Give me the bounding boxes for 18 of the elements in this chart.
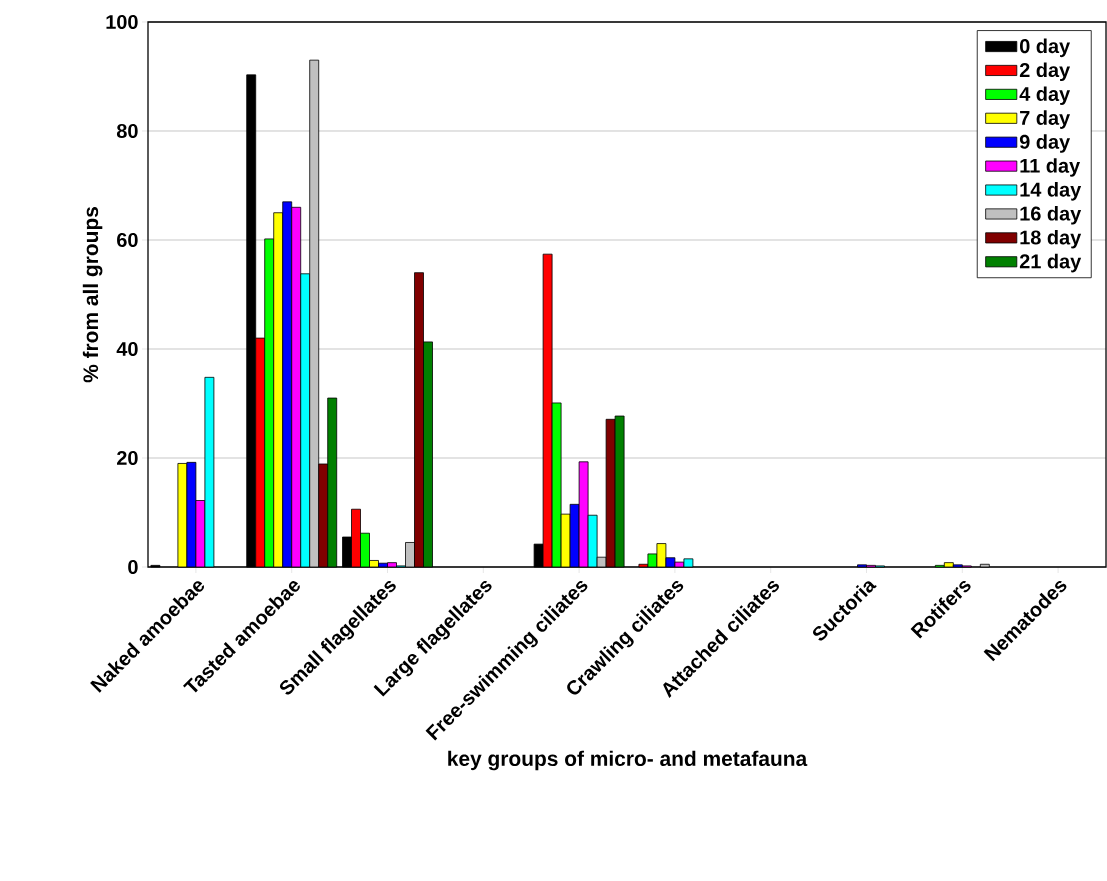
y-axis-title: % from all groups xyxy=(82,207,103,383)
legend-label: 16 day xyxy=(1020,205,1082,225)
y-tick-label: 100 xyxy=(106,14,138,30)
legend-label: 4 day xyxy=(1019,86,1071,105)
y-tick-label: 60 xyxy=(117,232,138,248)
legend-label: 14 day xyxy=(1020,182,1082,201)
legend-label: 7 day xyxy=(1020,110,1071,129)
legend-label: 18 day xyxy=(1020,229,1082,249)
legend-label: 9 day xyxy=(1019,134,1071,153)
y-tick-label: 20 xyxy=(117,450,138,466)
y-tick-label: 80 xyxy=(116,123,138,139)
legend-label: 11 day xyxy=(1020,158,1081,177)
y-tick-label: 0 xyxy=(128,559,138,575)
legend-label: 0 day xyxy=(1020,38,1071,58)
x-axis-title: key groups of micro- and metafauna xyxy=(448,750,808,771)
legend-label: 21 day xyxy=(1019,253,1082,273)
y-tick-label: 40 xyxy=(116,341,138,357)
legend-label: 2 day xyxy=(1019,62,1071,82)
